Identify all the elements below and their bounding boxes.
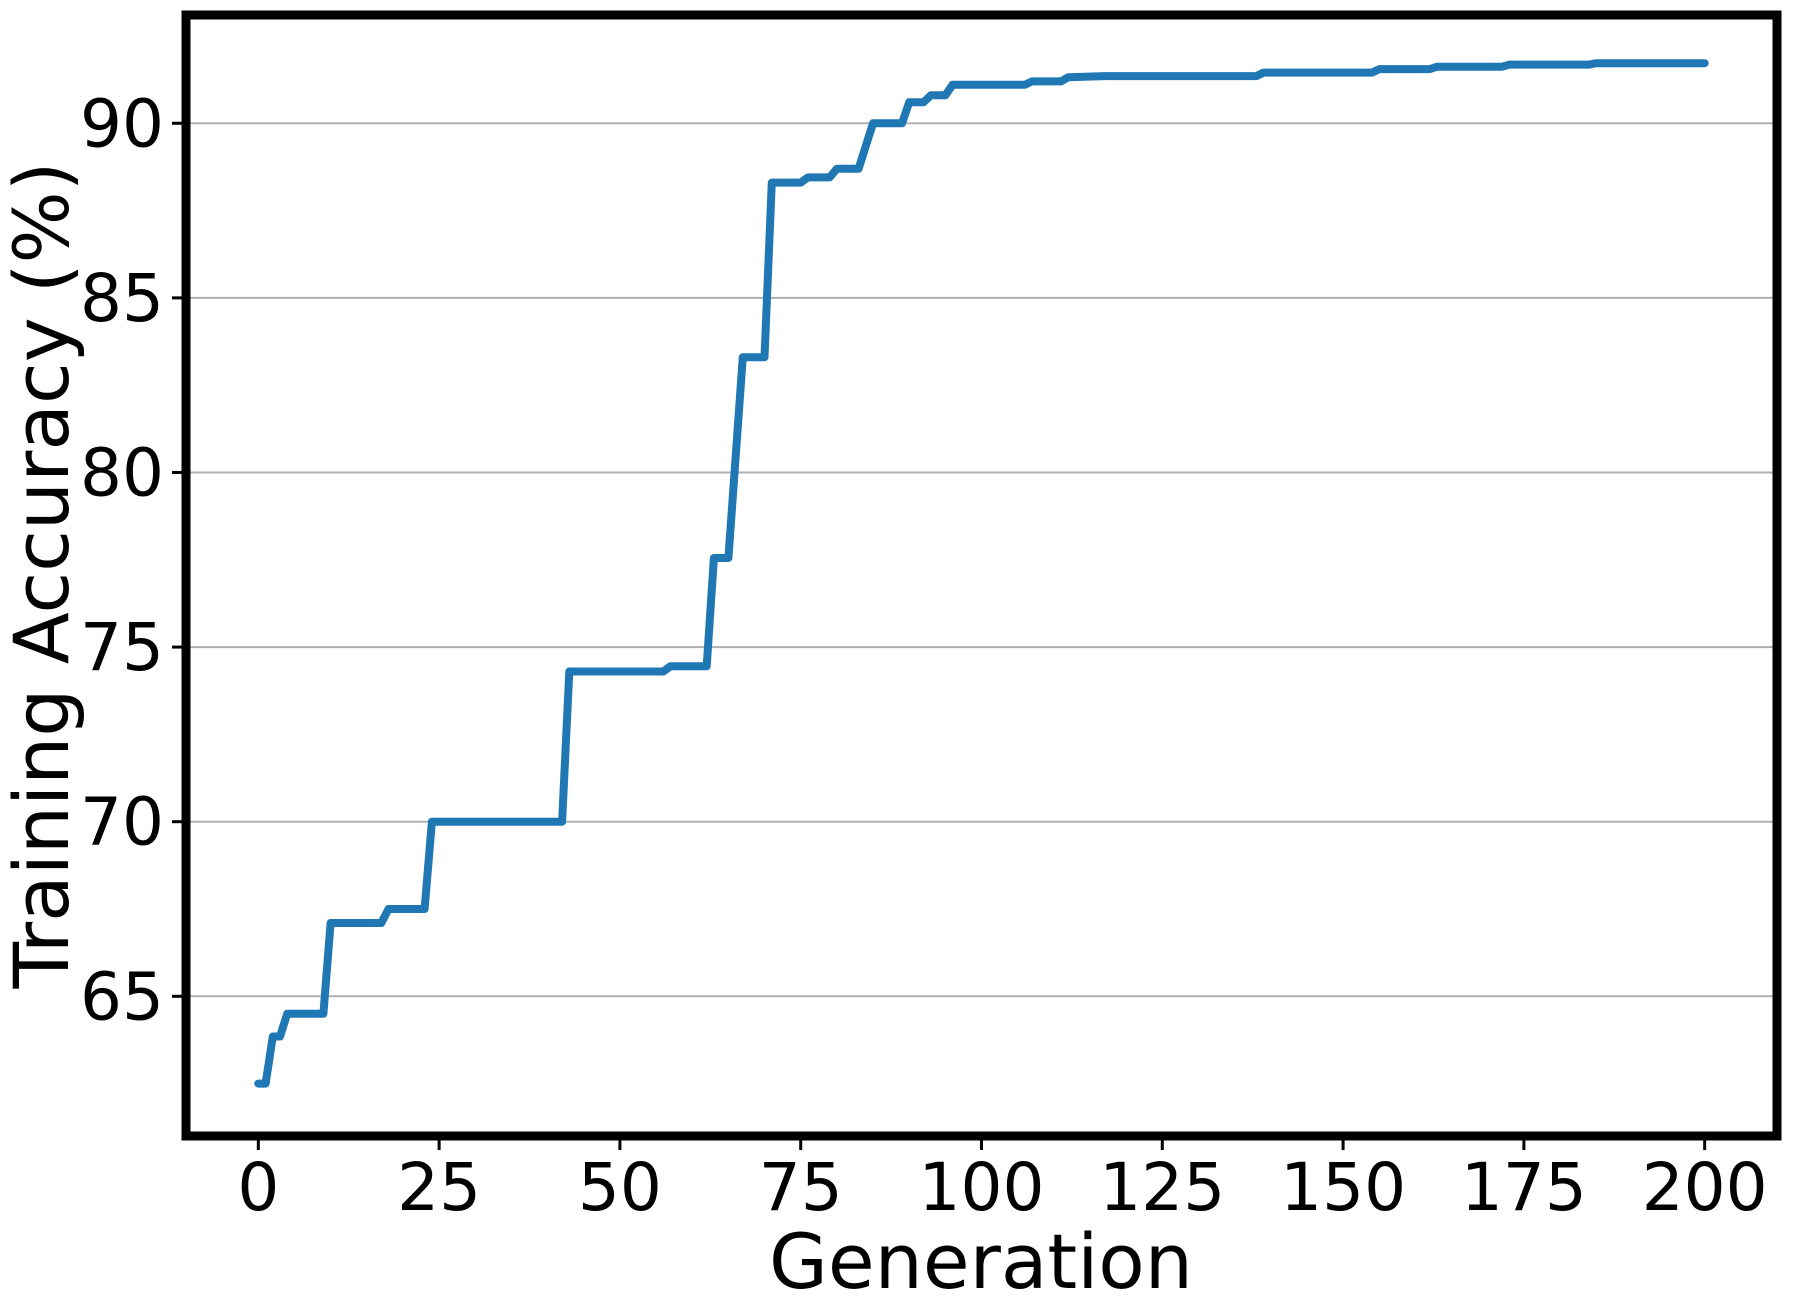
x-tick-label: 125 [1099, 1149, 1225, 1226]
y-tick-label: 80 [80, 434, 164, 511]
axis-ticks [172, 121, 1707, 1150]
y-tick-label: 75 [80, 609, 164, 686]
y-tick-label: 70 [80, 784, 164, 861]
x-tick-label: 25 [397, 1149, 481, 1226]
y-tick-label: 90 [80, 85, 164, 162]
x-axis-label: Generation [769, 1217, 1193, 1300]
x-tick-label: 200 [1642, 1149, 1768, 1226]
x-tick-label: 150 [1280, 1149, 1406, 1226]
y-tick-label: 65 [80, 958, 164, 1035]
training-accuracy-line [254, 59, 1709, 1088]
y-tick-label: 85 [80, 260, 164, 337]
plot-border [181, 10, 1782, 1141]
x-tick-label: 0 [237, 1149, 279, 1226]
x-tick-label: 175 [1461, 1149, 1587, 1226]
x-tick-label: 50 [578, 1149, 662, 1226]
x-tick-label: 75 [759, 1149, 843, 1226]
tick-labels: 0 25 50 75 100 125 150 175 200 65 70 75 80 85 90 [80, 85, 1768, 1226]
y-axis-label: Training Accuracy (%) [0, 162, 86, 990]
x-tick-label: 100 [919, 1149, 1045, 1226]
